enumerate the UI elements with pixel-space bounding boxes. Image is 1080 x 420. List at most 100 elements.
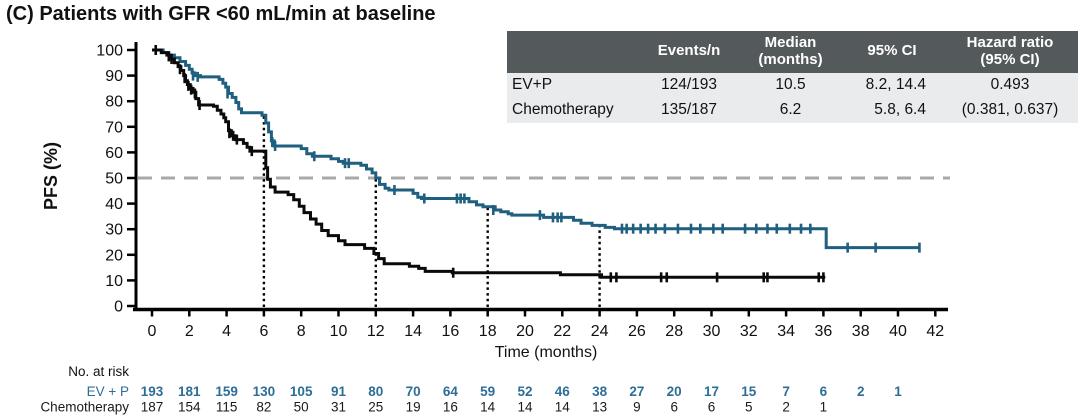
stats-evp-ci: 8.2, 14.4 [842,72,942,98]
stats-chemo-median: 6.2 [739,97,842,123]
at-risk-value: 82 [256,400,271,415]
at-risk-label-evp: EV + P [87,384,129,399]
x-tick-label: 14 [404,323,422,340]
at-risk-value: 14 [555,400,571,415]
x-tick-label: 30 [703,323,721,340]
at-risk-value: 20 [667,384,682,399]
x-tick-label: 32 [740,323,758,340]
at-risk-value: 52 [517,384,532,399]
stats-chemo-events: 135/187 [639,97,739,123]
at-risk-value: 6 [820,384,828,399]
stats-header-hr: Hazard ratio (95% CI) [942,31,1078,73]
stats-evp-median: 10.5 [739,72,842,98]
stats-table: Events/n Median (months) 95% CI Hazard r… [507,31,1078,123]
x-tick-label: 40 [889,323,907,340]
at-risk-value: 7 [782,384,790,399]
at-risk-value: 27 [629,384,644,399]
at-risk-value: 15 [741,384,757,399]
x-tick-label: 8 [297,323,306,340]
at-risk-value: 59 [480,384,495,399]
stats-row-chemo: Chemotherapy 135/187 6.2 5.8, 6.4 (0.381… [507,97,1078,123]
chart-title: (C) Patients with GFR <60 mL/min at base… [6,3,436,25]
stats-chemo-ci: 5.8, 6.4 [842,97,942,123]
at-risk-value: 1 [820,400,828,415]
at-risk-value: 70 [406,384,421,399]
at-risk-value: 154 [178,400,201,415]
y-tick-label: 50 [105,171,123,188]
km-curve-evp [152,48,921,250]
at-risk-value: 14 [480,400,496,415]
at-risk-value: 17 [704,384,719,399]
x-tick-label: 26 [628,323,646,340]
x-tick-label: 28 [665,323,683,340]
y-tick-label: 100 [96,43,123,60]
at-risk-value: 130 [253,384,276,399]
stats-evp-events: 124/193 [639,72,739,98]
y-tick-label: 30 [105,222,123,239]
x-axis-title: Time (months) [495,344,598,361]
y-axis-title: PFS (%) [41,142,61,210]
at-risk-value: 13 [592,400,607,415]
at-risk-label-chemotherapy: Chemotherapy [40,400,129,415]
x-tick-label: 38 [852,323,870,340]
at-risk-value: 38 [592,384,608,399]
at-risk-value: 159 [215,384,238,399]
at-risk-value: 14 [517,400,533,415]
x-tick-label: 2 [185,323,194,340]
y-tick-label: 40 [105,196,123,213]
at-risk-value: 6 [708,400,716,415]
at-risk-value: 31 [331,400,346,415]
at-risk-value: 181 [178,384,201,399]
at-risk-value: 105 [290,384,313,399]
at-risk-value: 2 [857,384,865,399]
y-tick-label: 60 [105,145,123,162]
at-risk-value: 1 [894,384,902,399]
at-risk-value: 19 [406,400,421,415]
stats-chemo-label: Chemotherapy [507,97,639,123]
x-tick-label: 36 [815,323,833,340]
x-tick-label: 22 [553,323,571,340]
y-tick-label: 10 [105,273,123,290]
at-risk-value: 80 [368,384,383,399]
y-tick-label: 0 [114,299,123,316]
y-tick-label: 20 [105,247,123,264]
x-tick-label: 34 [777,323,795,340]
stats-chemo-hr: (0.381, 0.637) [942,97,1078,123]
x-tick-label: 16 [442,323,460,340]
x-tick-label: 42 [926,323,944,340]
y-tick-label: 70 [105,119,123,136]
y-tick-label: 90 [105,68,123,85]
stats-header-median: Median (months) [739,31,842,73]
at-risk-value: 115 [216,400,238,415]
x-tick-label: 10 [330,323,348,340]
stats-header-ci: 95% CI [842,31,942,73]
at-risk-value: 6 [670,400,678,415]
at-risk-value: 5 [745,400,753,415]
at-risk-value: 64 [443,384,459,399]
at-risk-value: 2 [782,400,790,415]
at-risk-title: No. at risk [68,364,129,379]
stats-evp-label: EV+P [507,72,639,98]
x-tick-label: 24 [591,323,609,340]
stats-header-row: Events/n Median (months) 95% CI Hazard r… [507,31,1078,73]
at-risk-value: 25 [368,400,383,415]
y-tick-label: 80 [105,94,123,111]
at-risk-value: 91 [331,384,347,399]
at-risk-value: 193 [141,384,164,399]
at-risk-value: 50 [294,400,309,415]
at-risk-value: 9 [633,400,641,415]
x-tick-label: 20 [516,323,534,340]
stats-row-evp: EV+P 124/193 10.5 8.2, 14.4 0.493 [507,72,1078,98]
x-tick-label: 0 [148,323,157,340]
at-risk-value: 187 [141,400,164,415]
stats-evp-hr: 0.493 [942,72,1078,98]
stats-header-events: Events/n [639,31,739,73]
x-tick-label: 6 [259,323,268,340]
x-tick-label: 4 [222,323,231,340]
x-tick-label: 12 [367,323,385,340]
at-risk-value: 16 [443,400,458,415]
at-risk-value: 46 [555,384,571,399]
stats-header-blank [507,31,639,73]
